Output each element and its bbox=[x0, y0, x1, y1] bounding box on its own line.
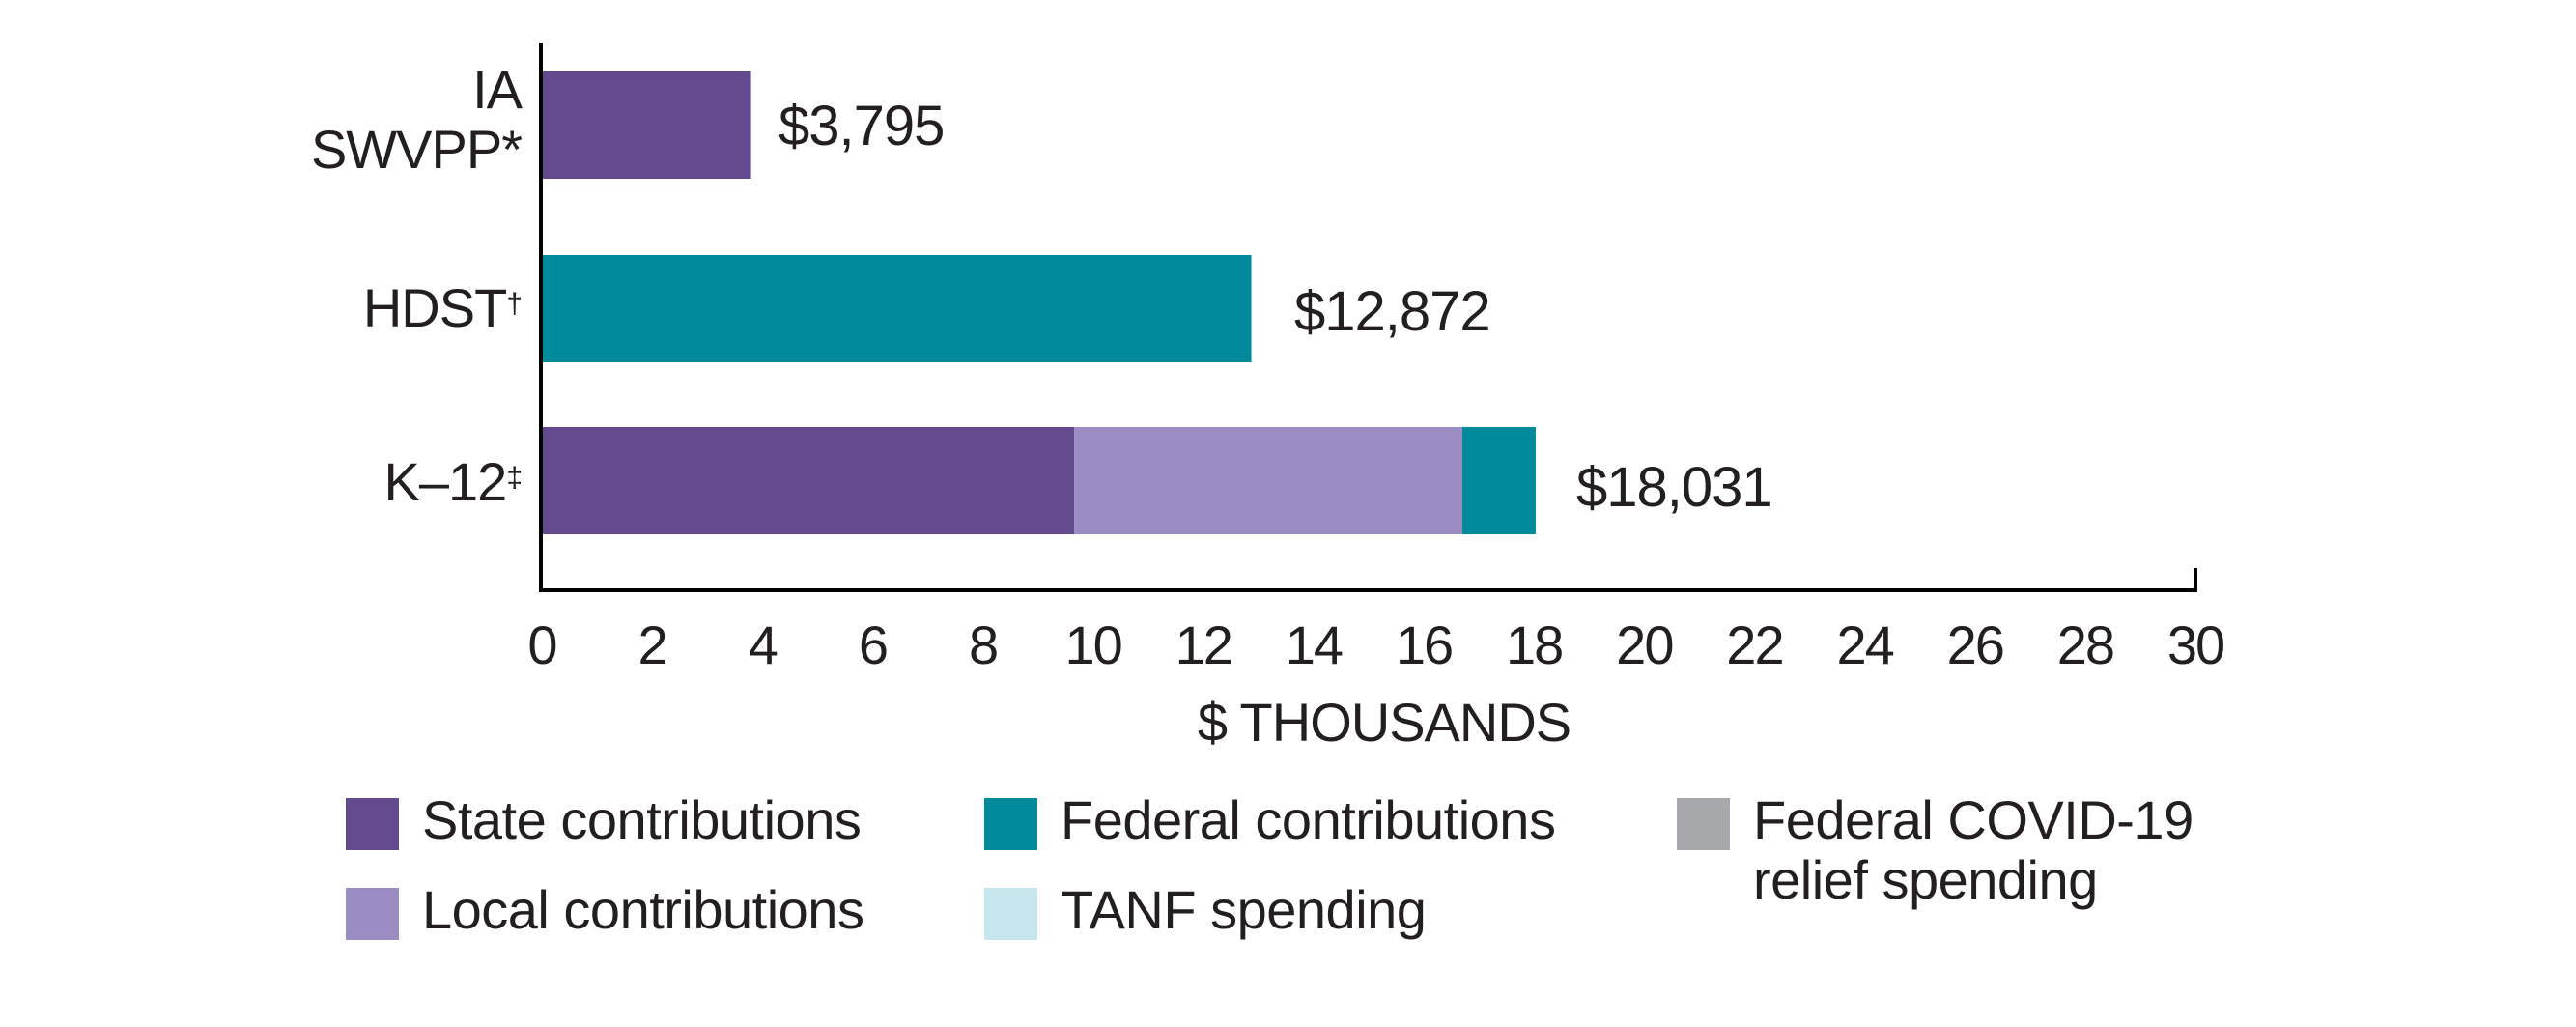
legend-label-block: Federal COVID-19 relief spending bbox=[1753, 790, 2194, 910]
bars-group bbox=[542, 71, 1536, 534]
bar-segment-k12-local-contributions bbox=[1074, 427, 1463, 534]
legend-label: TANF spending bbox=[1061, 879, 1427, 940]
x-tick-label: 6 bbox=[858, 614, 889, 675]
x-tick-label: 26 bbox=[1946, 614, 2005, 675]
footnote-mark: * bbox=[501, 119, 523, 180]
value-label-k12: $18,031 bbox=[1576, 456, 1773, 519]
x-tick-label: 4 bbox=[748, 614, 778, 675]
category-label-text: HDST bbox=[362, 277, 507, 338]
category-label-line2: SWVPP bbox=[310, 119, 502, 180]
bar-segment-k12-state-contributions bbox=[542, 427, 1075, 534]
x-tick-label: 8 bbox=[968, 614, 999, 675]
footnote-mark: † bbox=[506, 288, 523, 320]
x-tick-label: 30 bbox=[2166, 614, 2225, 675]
x-tick-label: 22 bbox=[1726, 614, 1784, 675]
category-label-text: K–12 bbox=[383, 451, 508, 512]
value-label-ia-swvpp: $3,795 bbox=[778, 95, 945, 157]
bar-segment-hdst-federal-contributions bbox=[542, 255, 1252, 362]
category-label-hdst: HDST† bbox=[135, 277, 523, 338]
legend-swatch-tanf bbox=[984, 888, 1037, 940]
legend-item-local: Local contributions bbox=[346, 880, 864, 940]
legend-label: Local contributions bbox=[422, 879, 864, 940]
legend-label-line2: relief spending bbox=[1753, 849, 2098, 910]
x-tick-label: 20 bbox=[1616, 614, 1674, 675]
footnote-mark: ‡ bbox=[506, 462, 523, 494]
legend-item-tanf: TANF spending bbox=[984, 880, 1427, 940]
bar-segment-k12-federal-contributions bbox=[1462, 427, 1536, 534]
x-tick-label: 12 bbox=[1175, 614, 1233, 675]
category-label-line1: IA bbox=[472, 59, 523, 120]
legend-swatch-federal bbox=[984, 798, 1037, 850]
category-label-ia-swvpp: IA SWVPP* bbox=[135, 59, 523, 180]
legend-label: State contributions bbox=[422, 789, 862, 850]
legend-label: Federal contributions bbox=[1061, 789, 1556, 850]
x-tick-label: 2 bbox=[637, 614, 668, 675]
legend-swatch-local bbox=[346, 888, 399, 940]
x-tick-label: 28 bbox=[2056, 614, 2115, 675]
legend-item-covid: Federal COVID-19 relief spending bbox=[1677, 790, 2194, 910]
x-axis-title: $ THOUSANDS bbox=[1197, 692, 1571, 753]
x-tick-label: 0 bbox=[527, 614, 557, 675]
x-tick-label: 18 bbox=[1506, 614, 1564, 675]
x-tick-label: 16 bbox=[1395, 614, 1454, 675]
x-tick-label: 14 bbox=[1285, 614, 1344, 675]
legend-swatch-state bbox=[346, 798, 399, 850]
bar-segment-ia-swvpp-state-contributions bbox=[542, 71, 751, 179]
legend-swatch-covid bbox=[1677, 798, 1730, 850]
legend-item-state: State contributions bbox=[346, 790, 862, 850]
x-tick-label: 10 bbox=[1064, 614, 1123, 675]
legend-item-federal: Federal contributions bbox=[984, 790, 1556, 850]
x-tick-label: 24 bbox=[1836, 614, 1894, 675]
legend-label: Federal COVID-19 bbox=[1753, 789, 2194, 850]
value-label-hdst: $12,872 bbox=[1294, 280, 1491, 343]
category-label-k12: K–12‡ bbox=[135, 451, 523, 512]
